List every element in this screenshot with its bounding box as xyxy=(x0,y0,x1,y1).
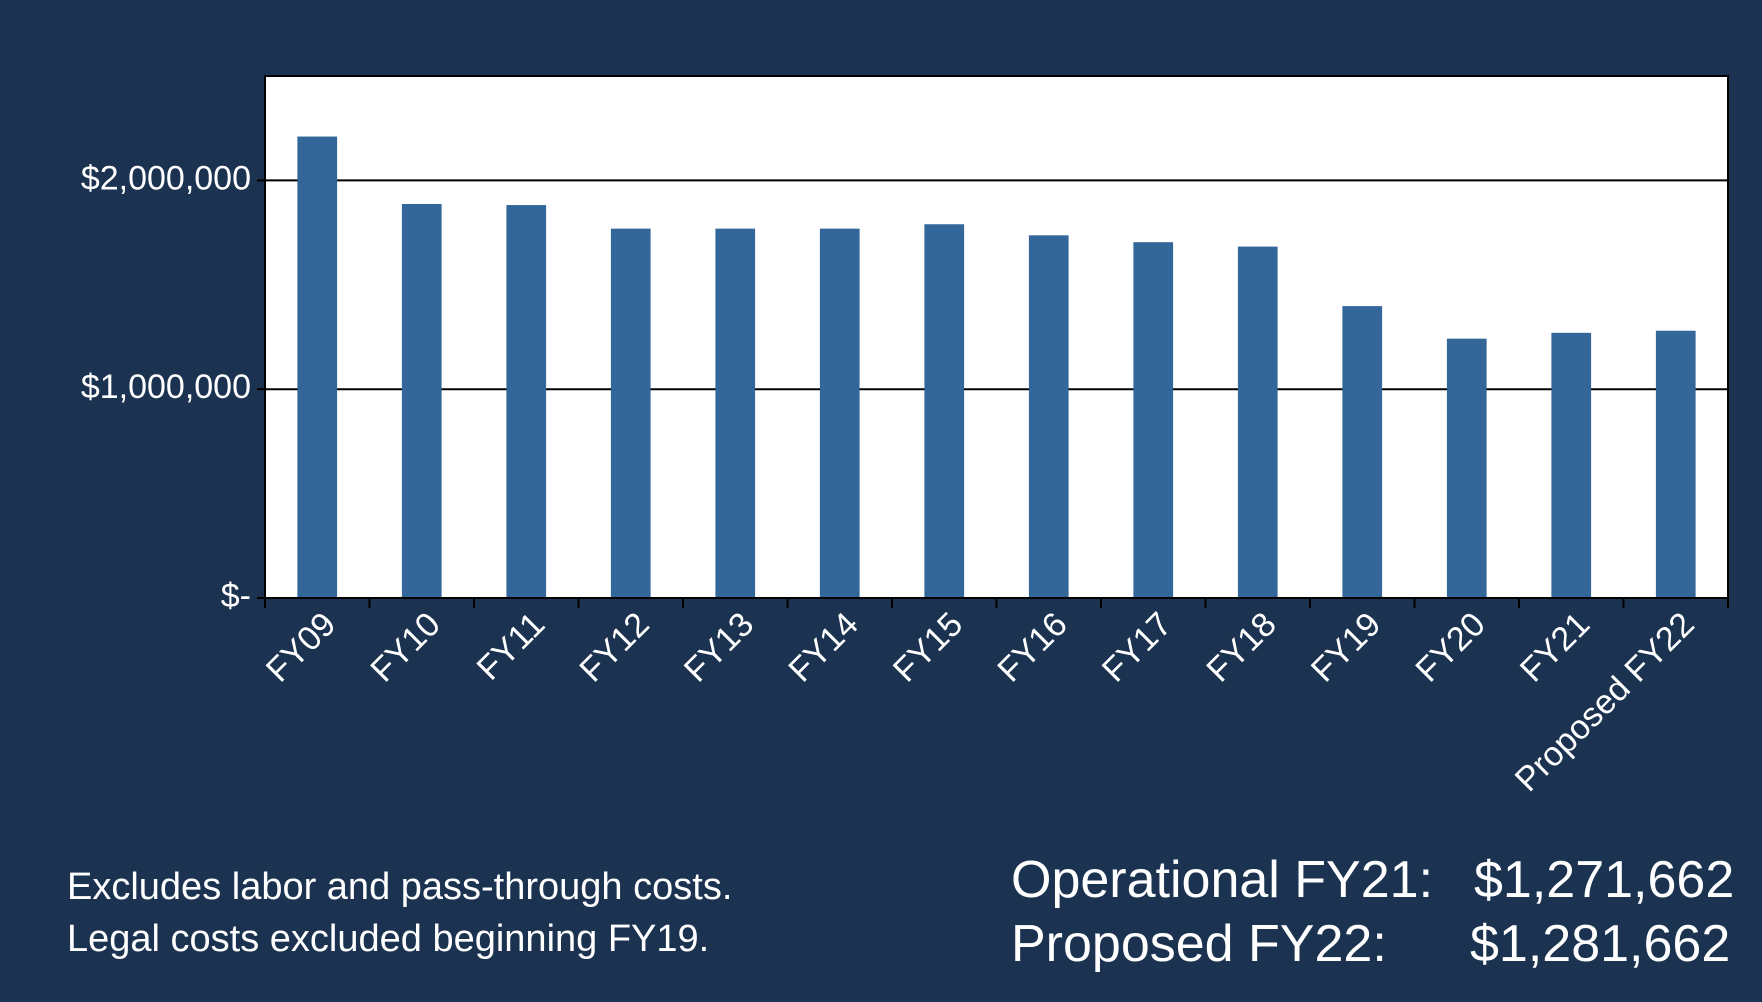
bar xyxy=(506,205,547,599)
summary-label: Operational FY21: xyxy=(1011,851,1433,909)
bar xyxy=(819,228,860,598)
bar xyxy=(924,224,965,599)
bar xyxy=(1028,235,1069,599)
summary-amount: $1,271,662 xyxy=(1474,851,1734,909)
y-tick-label: $- xyxy=(221,577,251,615)
bar xyxy=(715,228,756,598)
summary-amount: $1,281,662 xyxy=(1470,915,1730,973)
bar xyxy=(297,136,338,598)
note: Legal costs excluded beginning FY19. xyxy=(67,918,709,960)
y-tick-label: $2,000,000 xyxy=(81,159,251,197)
bar xyxy=(1342,306,1383,598)
bar xyxy=(1133,242,1174,598)
bar xyxy=(1655,330,1696,598)
bar xyxy=(1446,338,1487,598)
summary-label: Proposed FY22: xyxy=(1011,915,1387,973)
bar xyxy=(1551,332,1592,598)
bar xyxy=(401,203,442,599)
bars xyxy=(297,136,1696,599)
note: Excludes labor and pass-through costs. xyxy=(67,866,732,908)
bar xyxy=(610,228,651,598)
bar xyxy=(1237,246,1278,598)
y-tick-label: $1,000,000 xyxy=(81,368,251,406)
plot-area xyxy=(264,75,1729,599)
